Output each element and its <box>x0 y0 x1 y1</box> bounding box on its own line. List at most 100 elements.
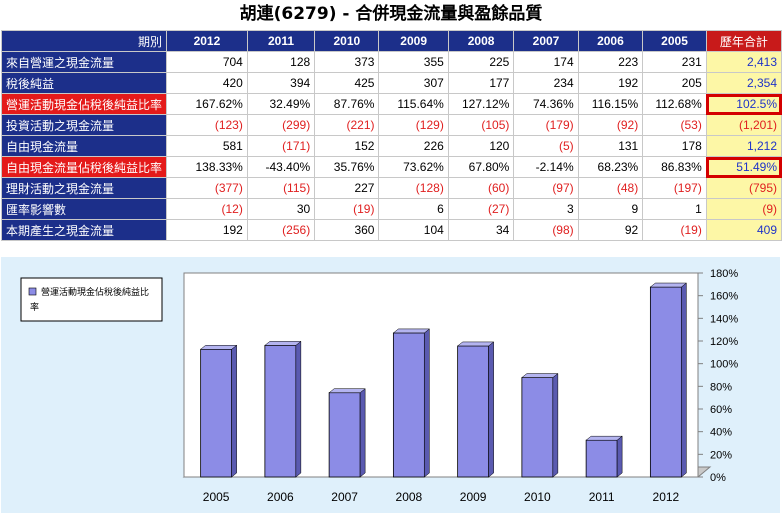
table-cell: 307 <box>378 72 449 94</box>
table-cell: 373 <box>314 51 380 73</box>
table-cell: 226 <box>378 135 449 157</box>
table-cell: 227 <box>314 177 380 199</box>
total-cell: 102.5% <box>705 93 782 115</box>
table-row: 本期產生之現金流量 192 (256) 360 104 34 (98) 92 (19) 409 <box>0 219 782 241</box>
bar <box>585 439 618 478</box>
table-cell: (105) <box>447 114 515 136</box>
total-cell: 2,354 <box>705 72 782 94</box>
table-cell: 225 <box>447 51 515 73</box>
row-label: 本期產生之現金流量 <box>0 219 168 241</box>
table-cell: 87.76% <box>314 93 380 115</box>
row-label: 自由現金流量 <box>0 135 168 157</box>
table-cell: (123) <box>166 114 248 136</box>
total-cell: (1,201) <box>705 114 782 136</box>
bar-side <box>488 341 494 478</box>
total-cell: 409 <box>705 219 782 241</box>
table-cell: 394 <box>246 72 316 94</box>
table-cell: 177 <box>447 72 515 94</box>
bar-top <box>199 345 238 350</box>
table-cell: 35.76% <box>314 156 380 178</box>
year-header: 2011 <box>246 30 316 52</box>
row-label: 來自營運之現金流量 <box>0 51 168 73</box>
x-tick-label: 2009 <box>460 490 487 504</box>
table-cell: 6 <box>378 198 449 220</box>
total-header: 歷年合計 <box>705 30 782 52</box>
table-cell: (377) <box>166 177 248 199</box>
year-header: 2012 <box>166 30 248 52</box>
table-cell: 1 <box>642 198 707 220</box>
table-cell: (19) <box>314 198 380 220</box>
table-cell: 205 <box>642 72 707 94</box>
table-row: 來自營運之現金流量 704 128 373 355 225 174 223 231 2,413 <box>0 51 782 73</box>
table-cell: 104 <box>378 219 449 241</box>
table-cell: 9 <box>577 198 644 220</box>
total-cell: 51.49% <box>705 156 782 178</box>
table-row: 稅後純益 420 394 425 307 177 234 192 205 2,354 <box>0 72 782 94</box>
bar-side <box>616 435 623 478</box>
table-cell: (60) <box>447 177 515 199</box>
table-cell: (27) <box>447 198 515 220</box>
table-cell: 355 <box>378 51 449 73</box>
table-cell: 86.83% <box>642 156 707 178</box>
table-cell: 32.49% <box>246 93 316 115</box>
x-tick-label: 2011 <box>589 490 615 504</box>
table-body: 來自營運之現金流量 704 128 373 355 225 174 223 231 2,413 稅後… <box>0 51 782 241</box>
table-cell: 581 <box>166 135 248 157</box>
table-cell: 112.68% <box>642 93 707 115</box>
y-tick-label: 160% <box>710 291 738 303</box>
y-tick-label: 100% <box>710 359 738 371</box>
year-header: 2008 <box>447 30 515 52</box>
table-cell: 167.62% <box>166 93 248 115</box>
table-cell: 223 <box>577 51 644 73</box>
table-cell: (19) <box>642 219 707 241</box>
table-cell: (5) <box>513 135 579 157</box>
table-cell: 152 <box>314 135 380 157</box>
bar-top <box>649 282 688 288</box>
x-tick-label: 2005 <box>203 490 230 504</box>
table-cell: 425 <box>314 72 380 94</box>
table-header-row: 期別 2012 2011 2010 2009 2008 2007 2006 2005 歷年合計 <box>0 30 782 52</box>
x-tick-label: 2006 <box>267 490 294 504</box>
cashflow-table: 期別 2012 2011 2010 2009 2008 2007 2006 2005 歷年合計 … <box>0 30 782 241</box>
table-cell: 34 <box>447 219 515 241</box>
x-tick-label: 2007 <box>331 490 358 504</box>
table-cell: 174 <box>513 51 579 73</box>
table-cell: (129) <box>378 114 449 136</box>
y-tick-label: 20% <box>710 449 732 461</box>
legend-label: 營運活動現金佔稅後純益比 <box>41 286 149 298</box>
bar-top <box>328 388 366 393</box>
bar-top <box>585 435 623 441</box>
table-cell: (179) <box>513 114 579 136</box>
table-cell: (97) <box>513 177 579 199</box>
year-header: 2010 <box>314 30 380 52</box>
table-cell: (171) <box>246 135 316 157</box>
table-cell: 192 <box>577 72 644 94</box>
table-cell: (197) <box>642 177 707 199</box>
bar-side <box>295 340 302 478</box>
table-cell: 116.15% <box>577 93 644 115</box>
y-tick-label: 140% <box>710 313 738 325</box>
y-tick-label: 40% <box>710 427 732 439</box>
table-cell: (299) <box>246 114 316 136</box>
bar-top <box>456 341 495 347</box>
table-cell: -2.14% <box>513 156 579 178</box>
y-tick-label: 60% <box>710 404 732 416</box>
table-row: 匯率影響數 (12) 30 (19) 6 (27) 3 9 1 (9) <box>0 198 782 220</box>
total-cell: 1,212 <box>705 135 782 157</box>
y-tick-label: 80% <box>710 381 732 393</box>
chart-panel: 0% 20% 40% 60% 80% 100% 120% 140% 160% 180% 2005 20… <box>1 257 780 513</box>
table-cell: (53) <box>642 114 707 136</box>
x-tick-label: 2010 <box>524 490 551 504</box>
bar <box>328 392 361 478</box>
page-title: 胡連(6279) - 合併現金流量與盈餘品質 <box>239 4 543 24</box>
table-cell: (48) <box>577 177 644 199</box>
table-cell: 192 <box>166 219 248 241</box>
year-header: 2005 <box>642 30 707 52</box>
legend-box <box>20 277 163 322</box>
bar-side <box>552 373 559 478</box>
bar-side <box>681 282 687 478</box>
table-cell: 360 <box>314 219 380 241</box>
table-row: 投資活動之現金流量 (123) (299) (221) (129) (105) (179)(… <box>0 114 782 136</box>
bar-top <box>392 328 431 334</box>
table-cell: (128) <box>378 177 449 199</box>
